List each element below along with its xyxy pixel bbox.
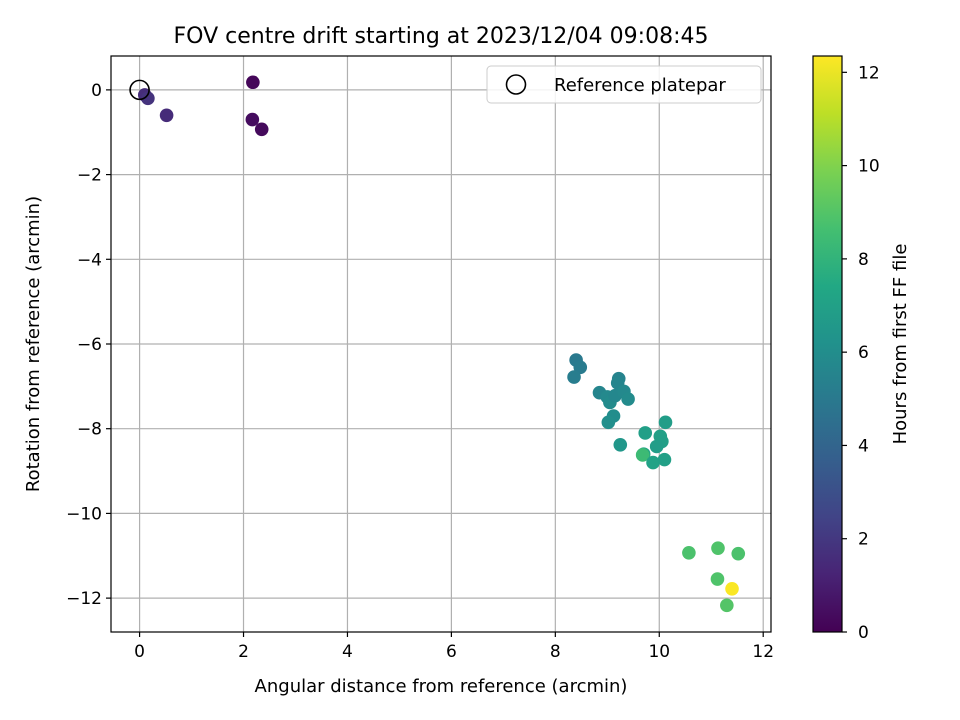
y-tick-label: −8	[77, 420, 102, 440]
colorbar-gradient	[812, 55, 843, 633]
x-tick-label: 8	[550, 642, 561, 662]
data-point	[658, 415, 673, 430]
x-tick-label: 2	[238, 642, 249, 662]
y-tick-label: −12	[66, 589, 102, 609]
data-point	[657, 452, 672, 467]
colorbar-tick-label: 0	[858, 623, 869, 643]
data-point	[601, 415, 616, 430]
colorbar-tick-label: 6	[858, 343, 869, 363]
colorbar-label: Hours from first FF file	[890, 244, 911, 445]
colorbar-ticks: 0 2 4 6 8 10 12	[842, 63, 880, 643]
data-point	[613, 438, 628, 452]
y-tick-label: −6	[77, 335, 102, 355]
y-axis-ticks: 0 −2 −4 −6 −8 −10 −12	[66, 81, 111, 609]
legend-label: Reference platepar	[554, 75, 726, 96]
x-tick-label: 0	[134, 642, 145, 662]
data-point	[246, 75, 260, 90]
colorbar-tick-label: 8	[858, 250, 869, 270]
data-point	[159, 108, 174, 123]
data-point	[725, 582, 739, 596]
colorbar-tick-label: 2	[858, 530, 869, 550]
data-point	[245, 112, 260, 127]
x-tick-label: 4	[342, 642, 353, 662]
data-point	[711, 541, 725, 555]
x-axis-label: Angular distance from reference (arcmin)	[255, 676, 628, 697]
x-tick-label: 12	[752, 642, 774, 662]
data-point	[682, 546, 696, 560]
data-point	[621, 392, 635, 406]
x-tick-label: 6	[446, 642, 457, 662]
x-axis-ticks: 0 2 4 6 8 10 12	[134, 632, 774, 662]
data-point	[720, 598, 734, 613]
data-point	[141, 91, 155, 106]
colorbar-tick-label: 10	[858, 157, 880, 177]
data-points	[137, 75, 746, 613]
data-point	[649, 439, 664, 454]
data-point	[638, 426, 653, 440]
data-point	[646, 455, 660, 470]
y-tick-label: −4	[77, 250, 102, 270]
x-tick-label: 10	[648, 642, 670, 662]
legend: Reference platepar	[486, 65, 762, 104]
grid-lines	[111, 56, 771, 632]
reference-marker	[129, 79, 150, 101]
colorbar: 0 2 4 6 8 10 12 Hours from first FF file	[812, 55, 911, 643]
y-tick-label: 0	[91, 81, 102, 101]
legend-marker-icon	[505, 74, 527, 95]
data-point	[573, 360, 588, 375]
data-point	[710, 572, 725, 586]
chart-title: FOV centre drift starting at 2023/12/04 …	[174, 24, 709, 49]
y-tick-label: −10	[66, 504, 102, 524]
reference-point	[129, 79, 150, 101]
data-point	[254, 122, 269, 137]
colorbar-tick-label: 12	[858, 63, 880, 83]
colorbar-tick-label: 4	[858, 436, 869, 456]
data-point	[635, 448, 650, 462]
y-axis-label: Rotation from reference (arcmin)	[23, 196, 44, 492]
data-point	[731, 546, 746, 561]
y-tick-label: −2	[77, 166, 102, 186]
legend-box	[486, 65, 762, 104]
data-point	[567, 370, 581, 384]
